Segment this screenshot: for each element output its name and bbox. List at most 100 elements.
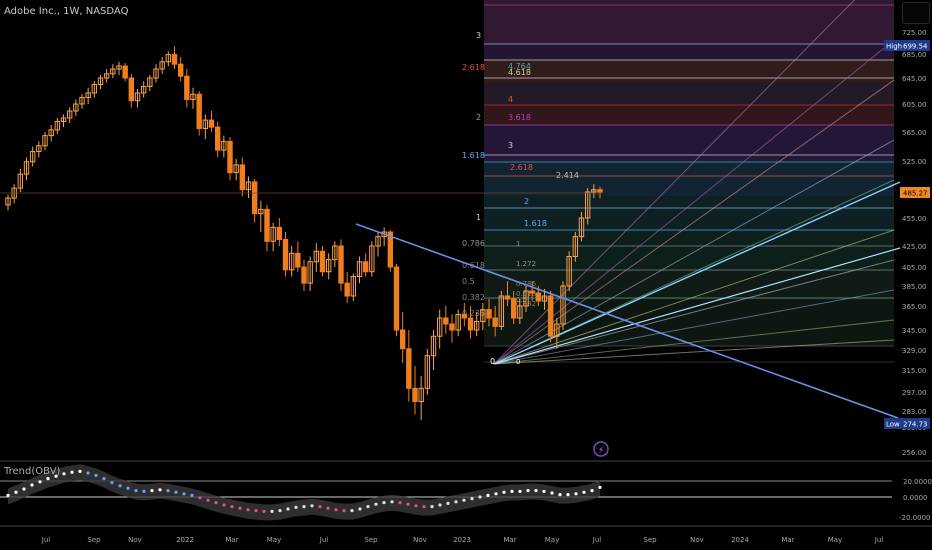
osc-dot xyxy=(54,474,58,478)
oscillator-title: Trend(OBV) xyxy=(4,466,61,477)
time-axis: Jul Sep Nov 2022 Mar May Jul Sep Nov 2023 Mar May Ju… xyxy=(41,536,884,544)
osc-dot xyxy=(342,509,346,513)
osc-dot xyxy=(230,505,234,509)
candle-body xyxy=(430,335,437,357)
time-tick-label: Nov xyxy=(690,536,704,544)
candle-body xyxy=(356,261,363,277)
candle-body xyxy=(128,77,135,102)
fib-label-left: 0 xyxy=(490,357,495,366)
osc-tick-label: 0.0000 xyxy=(903,494,928,502)
candle-body xyxy=(258,208,264,215)
candle-body xyxy=(29,151,36,163)
candle-body xyxy=(480,309,486,323)
price-tick-label: 425.00 xyxy=(902,243,927,251)
fib-band xyxy=(484,60,894,82)
candle-body xyxy=(375,236,381,247)
candle-body xyxy=(42,135,48,147)
fib-fan-main-ray xyxy=(493,181,901,365)
price-tick-label: 345.00 xyxy=(902,327,927,335)
candle-body xyxy=(221,140,227,151)
fib-label-left: 3 xyxy=(476,31,481,40)
osc-dot xyxy=(494,492,498,496)
candle-body xyxy=(443,317,449,325)
settings-button[interactable] xyxy=(902,2,930,24)
osc-dot xyxy=(286,507,290,511)
candle-body xyxy=(449,323,455,331)
candle-body xyxy=(134,92,141,102)
candle-body xyxy=(36,145,42,153)
osc-dot xyxy=(334,508,338,512)
osc-dot xyxy=(110,481,114,485)
osc-dot xyxy=(374,502,378,506)
fib-label-left: 0.382 xyxy=(462,293,485,302)
candle-body xyxy=(467,317,474,331)
candle-body xyxy=(572,236,579,258)
osc-dot xyxy=(366,505,370,509)
candle-body xyxy=(79,97,85,105)
osc-dot xyxy=(574,492,578,496)
fib-fan-ray-2 xyxy=(493,247,901,365)
osc-dot xyxy=(254,509,258,513)
candle-body xyxy=(547,295,554,337)
candle-body xyxy=(436,317,443,337)
osc-dot xyxy=(270,509,274,513)
time-tick-label: May xyxy=(828,536,842,544)
osc-dot xyxy=(534,489,538,493)
osc-dot xyxy=(542,489,546,493)
candle-body xyxy=(338,245,344,284)
fib-band xyxy=(484,82,894,104)
candle-body xyxy=(319,250,326,273)
osc-dot xyxy=(262,509,266,513)
candle-body xyxy=(461,313,468,319)
osc-dot xyxy=(390,500,394,504)
price-tick-label: 685.00 xyxy=(902,51,927,59)
candle-body xyxy=(165,54,172,63)
oscillator-panel xyxy=(0,464,892,521)
candle-body xyxy=(227,140,233,174)
candle-body xyxy=(344,282,350,297)
candle-body xyxy=(295,252,301,268)
price-tick-label: 725.00 xyxy=(902,29,927,37)
osc-dot xyxy=(70,470,74,474)
osc-dot xyxy=(38,480,42,484)
fib-label-right: 2 xyxy=(524,197,529,206)
candle-body xyxy=(554,323,560,337)
osc-dot xyxy=(278,509,282,513)
candle-body xyxy=(412,387,418,403)
time-tick-label: 2023 xyxy=(453,536,471,544)
candle-body xyxy=(301,266,307,284)
candle-body xyxy=(196,93,202,129)
fib-label-right: 3 xyxy=(508,141,513,150)
fib-label-right: 2.414 xyxy=(556,171,579,180)
candle-body xyxy=(122,65,128,79)
candle-body xyxy=(325,259,332,273)
osc-dot xyxy=(566,493,570,497)
candle-body xyxy=(171,54,178,65)
time-tick-label: Mar xyxy=(225,536,238,544)
osc-dot xyxy=(46,477,50,481)
fib-band xyxy=(484,0,894,44)
candle-body xyxy=(393,266,400,331)
osc-dot xyxy=(470,497,474,501)
osc-dot xyxy=(214,501,218,505)
candle-body xyxy=(399,329,406,350)
time-tick-label: Sep xyxy=(364,536,378,544)
trendline-layer[interactable]: ⚡ xyxy=(355,223,899,457)
candle-body xyxy=(270,226,276,242)
candle-body xyxy=(486,309,492,319)
price-axis: 725.00 685.00 645.00 605.00 565.00 525.00 485.… xyxy=(884,29,932,522)
fib-fan-ray xyxy=(493,289,895,365)
candle-body xyxy=(153,68,159,79)
fib-label-left: 0.236 xyxy=(462,309,485,318)
candle-body xyxy=(566,256,572,287)
osc-dot xyxy=(182,492,186,496)
candle-body xyxy=(424,355,431,389)
osc-dot xyxy=(310,504,314,508)
candle-body xyxy=(48,129,54,137)
candle-body xyxy=(245,181,252,191)
candle-body xyxy=(369,245,375,273)
fib-fan-ray xyxy=(493,139,895,365)
osc-tick-label: 20.0000 xyxy=(903,478,932,486)
osc-dot xyxy=(382,501,386,505)
price-tick-label: 565.00 xyxy=(902,129,927,137)
